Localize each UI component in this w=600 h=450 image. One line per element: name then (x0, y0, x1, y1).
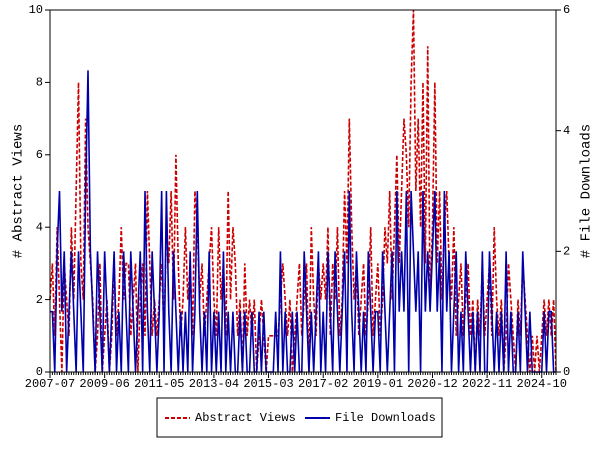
x-tick-label: 2024-10 (517, 377, 567, 391)
y-tick-label: 10 (29, 3, 43, 17)
y2-axis-label: # File Downloads (579, 124, 595, 258)
x-tick-label: 2009-06 (79, 377, 129, 391)
y2-tick-label: 4 (563, 124, 570, 138)
plot-frame (49, 9, 557, 373)
x-tick-label: 2011-05 (134, 377, 184, 391)
x-tick-label: 2022-11 (462, 377, 512, 391)
x-tick-label: 2015-03 (243, 377, 293, 391)
y-tick-label: 8 (36, 76, 43, 90)
x-tick-label: 2017-02 (298, 377, 348, 391)
legend-label: Abstract Views (195, 411, 296, 425)
legend-box (156, 397, 443, 438)
y-tick-label: 6 (36, 148, 43, 162)
y2-tick-label: 2 (563, 245, 570, 259)
y-tick-label: 4 (36, 220, 43, 234)
y2-tick-label: 6 (563, 3, 570, 17)
x-tick-label: 2013-04 (189, 377, 239, 391)
y-tick-label: 2 (36, 293, 43, 307)
x-tick-label: 2019-01 (353, 377, 403, 391)
x-tick-label: 2007-07 (25, 377, 75, 391)
series-line (50, 70, 556, 373)
y-axis-label: # Abstract Views (11, 124, 27, 258)
y-tick-label: 0 (36, 365, 43, 379)
x-tick-label: 2020-12 (407, 377, 457, 391)
y2-tick-label: 0 (563, 365, 570, 379)
legend-label: File Downloads (335, 411, 436, 425)
